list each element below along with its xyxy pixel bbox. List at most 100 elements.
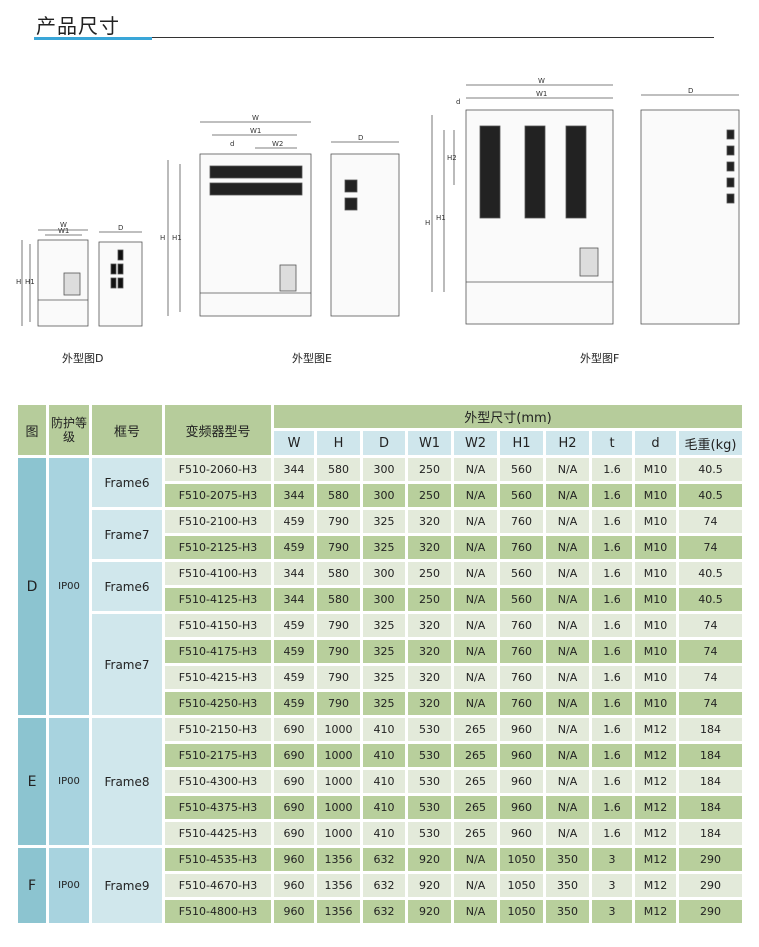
value-cell: N/A bbox=[546, 718, 589, 741]
drawing-e-side: D bbox=[330, 134, 400, 317]
value-cell: M10 bbox=[635, 666, 676, 689]
value-cell: N/A bbox=[546, 796, 589, 819]
value-cell: 1.6 bbox=[592, 770, 632, 793]
value-cell: 265 bbox=[454, 796, 497, 819]
model-cell: F510-4215-H3 bbox=[165, 666, 271, 689]
value-cell: 530 bbox=[408, 770, 451, 793]
header-h2: H2 bbox=[546, 431, 589, 455]
label-h2: H2 bbox=[447, 154, 457, 162]
value-cell: 300 bbox=[363, 484, 405, 507]
value-cell: 760 bbox=[500, 692, 543, 715]
table-row: Frame6 F510-4100-H3 344 580 300 250 N/A 560 N/A 1… bbox=[18, 562, 742, 611]
value-cell: 184 bbox=[679, 718, 742, 741]
table-row: F510-2125-H3 459 790 325 320 N/A 760 N/A 1.6 M10 7… bbox=[18, 536, 742, 559]
value-cell: 250 bbox=[408, 458, 451, 481]
value-cell: M12 bbox=[635, 718, 676, 741]
value-cell: 1.6 bbox=[592, 484, 632, 507]
table-row: F510-2075-H3 344 580 300 250 N/A 560 N/A 1.6 M10 4… bbox=[18, 484, 742, 507]
value-cell: 790 bbox=[317, 614, 360, 637]
value-cell: 344 bbox=[274, 458, 314, 481]
value-cell: N/A bbox=[454, 484, 497, 507]
value-cell: 960 bbox=[500, 770, 543, 793]
model-cell: F510-4800-H3 bbox=[165, 900, 271, 923]
value-cell: 74 bbox=[679, 666, 742, 689]
value-cell: 1050 bbox=[500, 874, 543, 897]
value-cell: 1000 bbox=[317, 718, 360, 741]
value-cell: 632 bbox=[363, 900, 405, 923]
label-w1: W1 bbox=[58, 227, 69, 235]
model-cell: F510-4300-H3 bbox=[165, 770, 271, 793]
value-cell: 74 bbox=[679, 692, 742, 715]
value-cell: N/A bbox=[546, 484, 589, 507]
table-row: Frame7 F510-2100-H3 459 790 325 320 N/A 760 N/A 1… bbox=[18, 510, 742, 559]
value-cell: 320 bbox=[408, 640, 451, 663]
value-cell: N/A bbox=[546, 692, 589, 715]
header-frame: 框号 bbox=[92, 405, 162, 455]
label-d-depth: D bbox=[688, 87, 693, 95]
section-title: 产品尺寸 bbox=[36, 14, 120, 38]
value-cell: 920 bbox=[408, 848, 451, 871]
value-cell: 560 bbox=[500, 562, 543, 585]
model-cell: F510-2125-H3 bbox=[165, 536, 271, 559]
table-row: E IP00 Frame8 F510-2150-H3 690 1000 410 530 265 9… bbox=[18, 718, 742, 845]
value-cell: M10 bbox=[635, 562, 676, 585]
value-cell: 3 bbox=[592, 874, 632, 897]
table-row: F510-4425-H3 690 1000 410 530 265 960 N/A 1.6 M12… bbox=[18, 822, 742, 845]
value-cell: 1050 bbox=[500, 848, 543, 871]
model-cell: F510-2100-H3 bbox=[165, 510, 271, 533]
value-cell: 1000 bbox=[317, 822, 360, 845]
value-cell: 960 bbox=[274, 874, 314, 897]
header-ip: 防护等级 bbox=[49, 405, 89, 455]
value-cell: 459 bbox=[274, 692, 314, 715]
value-cell: 410 bbox=[363, 744, 405, 767]
label-w: W bbox=[252, 114, 259, 122]
value-cell: 760 bbox=[500, 536, 543, 559]
drawing-e-front: W W1 W2 d H H1 bbox=[160, 114, 312, 317]
value-cell: N/A bbox=[546, 562, 589, 585]
label-d-depth: D bbox=[118, 224, 123, 232]
value-cell: M12 bbox=[635, 848, 676, 871]
label-d-depth: D bbox=[358, 134, 363, 142]
table-row: F510-4670-H3 960 1356 632 920 N/A 1050 350 3 M12 2… bbox=[18, 874, 742, 897]
table-row: F510-4175-H3 459 790 325 320 N/A 760 N/A 1.6 M10 7… bbox=[18, 640, 742, 663]
value-cell: 1.6 bbox=[592, 588, 632, 611]
value-cell: 1356 bbox=[317, 874, 360, 897]
value-cell: 344 bbox=[274, 588, 314, 611]
value-cell: N/A bbox=[546, 510, 589, 533]
value-cell: 350 bbox=[546, 900, 589, 923]
value-cell: 1.6 bbox=[592, 718, 632, 741]
value-cell: 1.6 bbox=[592, 666, 632, 689]
value-cell: 459 bbox=[274, 536, 314, 559]
value-cell: 325 bbox=[363, 666, 405, 689]
header-d: d bbox=[635, 431, 676, 455]
model-cell: F510-2075-H3 bbox=[165, 484, 271, 507]
frame-cell: Frame6 bbox=[92, 562, 162, 611]
value-cell: N/A bbox=[454, 848, 497, 871]
value-cell: 184 bbox=[679, 770, 742, 793]
value-cell: 40.5 bbox=[679, 458, 742, 481]
value-cell: M10 bbox=[635, 536, 676, 559]
value-cell: 410 bbox=[363, 718, 405, 741]
title-divider bbox=[34, 37, 714, 38]
ip-cell: IP00 bbox=[49, 848, 89, 923]
value-cell: N/A bbox=[454, 692, 497, 715]
header-w: W bbox=[274, 431, 314, 455]
value-cell: 459 bbox=[274, 510, 314, 533]
value-cell: 410 bbox=[363, 822, 405, 845]
model-cell: F510-4535-H3 bbox=[165, 848, 271, 871]
header-model: 变频器型号 bbox=[165, 405, 271, 455]
value-cell: 320 bbox=[408, 692, 451, 715]
value-cell: 560 bbox=[500, 484, 543, 507]
value-cell: 320 bbox=[408, 666, 451, 689]
value-cell: M12 bbox=[635, 744, 676, 767]
table-row: F510-4215-H3 459 790 325 320 N/A 760 N/A 1.6 M10 7… bbox=[18, 666, 742, 689]
value-cell: 690 bbox=[274, 796, 314, 819]
value-cell: 300 bbox=[363, 588, 405, 611]
value-cell: 1.6 bbox=[592, 458, 632, 481]
model-cell: F510-4150-H3 bbox=[165, 614, 271, 637]
model-cell: F510-4175-H3 bbox=[165, 640, 271, 663]
value-cell: 560 bbox=[500, 458, 543, 481]
value-cell: 690 bbox=[274, 770, 314, 793]
value-cell: 350 bbox=[546, 874, 589, 897]
value-cell: 760 bbox=[500, 510, 543, 533]
